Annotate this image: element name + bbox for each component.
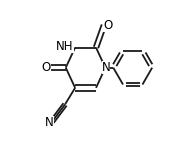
Text: N: N [45, 116, 54, 129]
Text: O: O [42, 61, 51, 74]
Text: NH: NH [56, 40, 74, 53]
Text: N: N [102, 61, 110, 74]
Text: O: O [103, 19, 112, 32]
